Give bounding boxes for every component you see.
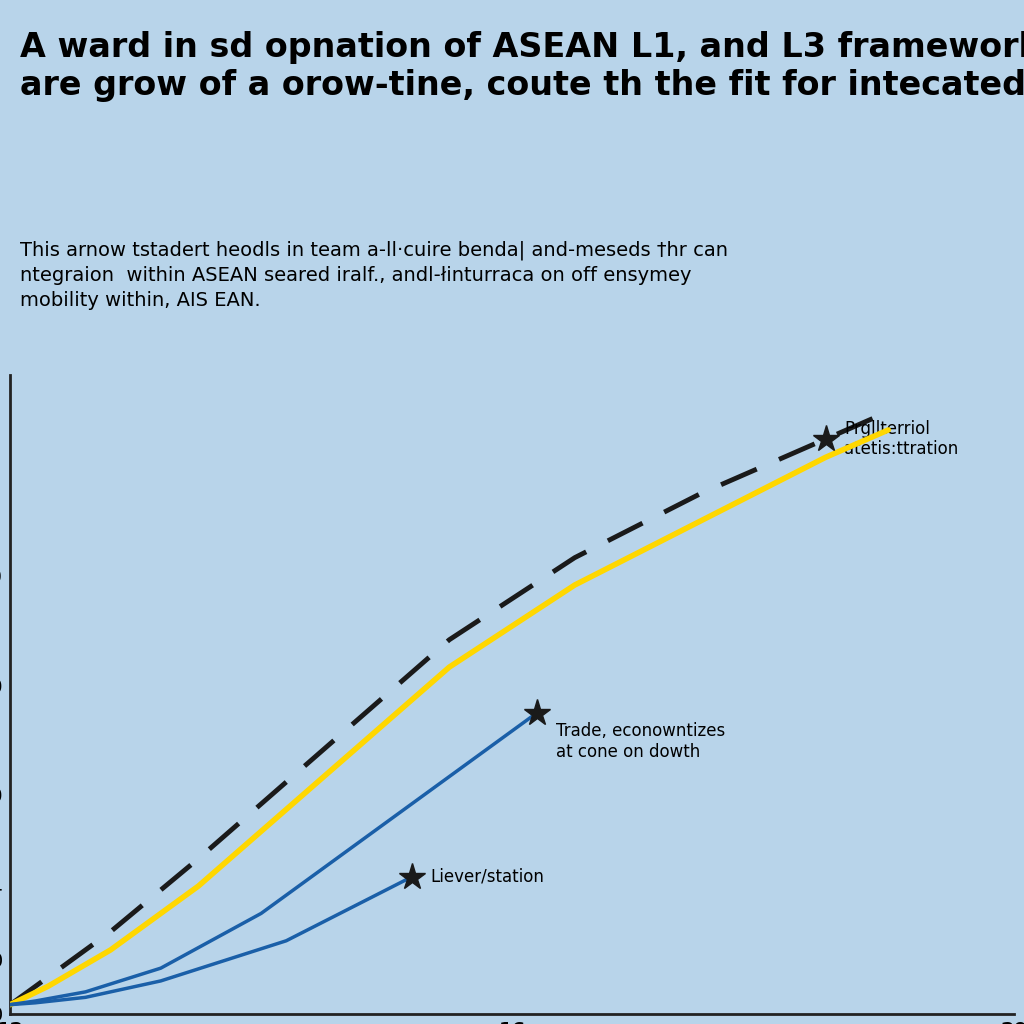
Text: A ward in sd opnation of ASEAN L1, and L3 frameworks
are grow of a orow-tine, co: A ward in sd opnation of ASEAN L1, and L… <box>20 31 1024 102</box>
Text: This arnow tstadert heodls in team a-ll·cuire benda| and-meseds †hr can
ntegraio: This arnow tstadert heodls in team a-ll·… <box>20 241 728 310</box>
Text: Trade, econowntizes
at cone on dowth: Trade, econowntizes at cone on dowth <box>556 722 725 761</box>
Text: Liever/station: Liever/station <box>430 868 545 886</box>
Text: Prgllterriol
atetis:ttration: Prgllterriol atetis:ttration <box>845 420 958 459</box>
